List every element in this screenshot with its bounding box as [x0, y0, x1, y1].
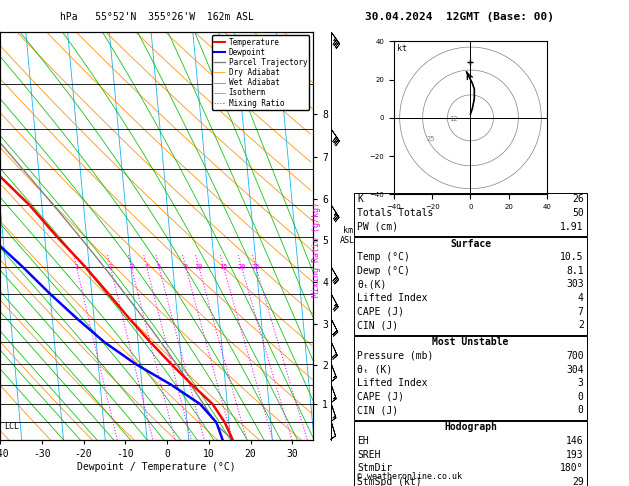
Text: 20: 20	[237, 263, 246, 270]
Text: StmSpd (kt): StmSpd (kt)	[357, 477, 422, 486]
Text: Hodograph: Hodograph	[444, 422, 497, 433]
Text: 12: 12	[450, 116, 458, 122]
Text: 50: 50	[572, 208, 584, 218]
Text: 10: 10	[194, 263, 203, 270]
Text: 25: 25	[426, 136, 435, 142]
Text: 3: 3	[129, 263, 133, 270]
Text: 193: 193	[566, 450, 584, 460]
Text: SREH: SREH	[357, 450, 381, 460]
Text: PW (cm): PW (cm)	[357, 222, 398, 232]
Text: 1.91: 1.91	[560, 222, 584, 232]
Text: Lifted Index: Lifted Index	[357, 378, 428, 388]
Text: 15: 15	[219, 263, 228, 270]
Text: 4: 4	[578, 293, 584, 303]
Text: LCL: LCL	[4, 422, 19, 431]
Text: K: K	[357, 194, 363, 205]
Text: StmDir: StmDir	[357, 463, 392, 473]
Text: 0: 0	[578, 405, 584, 416]
Text: Surface: Surface	[450, 239, 491, 249]
Text: EH: EH	[357, 436, 369, 446]
Text: 304: 304	[566, 364, 584, 375]
Text: 1: 1	[74, 263, 79, 270]
Text: θₜ(K): θₜ(K)	[357, 279, 387, 290]
Text: hPa   55°52'N  355°26'W  162m ASL: hPa 55°52'N 355°26'W 162m ASL	[60, 12, 254, 22]
Text: 7: 7	[578, 307, 584, 317]
Text: 10.5: 10.5	[560, 252, 584, 262]
Text: Lifted Index: Lifted Index	[357, 293, 428, 303]
Y-axis label: km
ASL: km ASL	[340, 226, 355, 245]
Text: 8.1: 8.1	[566, 266, 584, 276]
Text: 180°: 180°	[560, 463, 584, 473]
Text: CIN (J): CIN (J)	[357, 320, 398, 330]
Text: 5: 5	[157, 263, 161, 270]
Text: θₜ (K): θₜ (K)	[357, 364, 392, 375]
Text: 303: 303	[566, 279, 584, 290]
Text: 2: 2	[578, 320, 584, 330]
Text: 30.04.2024  12GMT (Base: 00): 30.04.2024 12GMT (Base: 00)	[365, 12, 554, 22]
Text: CAPE (J): CAPE (J)	[357, 392, 404, 402]
Text: 700: 700	[566, 351, 584, 361]
Text: 25: 25	[252, 263, 260, 270]
Text: 26: 26	[572, 194, 584, 205]
Text: 4: 4	[145, 263, 148, 270]
Text: Dewp (°C): Dewp (°C)	[357, 266, 410, 276]
Text: Pressure (mb): Pressure (mb)	[357, 351, 433, 361]
Text: 146: 146	[566, 436, 584, 446]
Text: Totals Totals: Totals Totals	[357, 208, 433, 218]
Text: 2: 2	[108, 263, 113, 270]
X-axis label: Dewpoint / Temperature (°C): Dewpoint / Temperature (°C)	[77, 462, 236, 471]
Text: kt: kt	[397, 44, 407, 53]
Text: Temp (°C): Temp (°C)	[357, 252, 410, 262]
Text: Mixing Ratio (g/kg): Mixing Ratio (g/kg)	[312, 202, 321, 297]
Text: 29: 29	[572, 477, 584, 486]
Text: CIN (J): CIN (J)	[357, 405, 398, 416]
Text: 3: 3	[578, 378, 584, 388]
Text: CAPE (J): CAPE (J)	[357, 307, 404, 317]
Legend: Temperature, Dewpoint, Parcel Trajectory, Dry Adiabat, Wet Adiabat, Isotherm, Mi: Temperature, Dewpoint, Parcel Trajectory…	[212, 35, 309, 110]
Text: Most Unstable: Most Unstable	[432, 337, 509, 347]
Text: © weatheronline.co.uk: © weatheronline.co.uk	[357, 472, 462, 481]
Text: 0: 0	[578, 392, 584, 402]
Text: 8: 8	[184, 263, 187, 270]
